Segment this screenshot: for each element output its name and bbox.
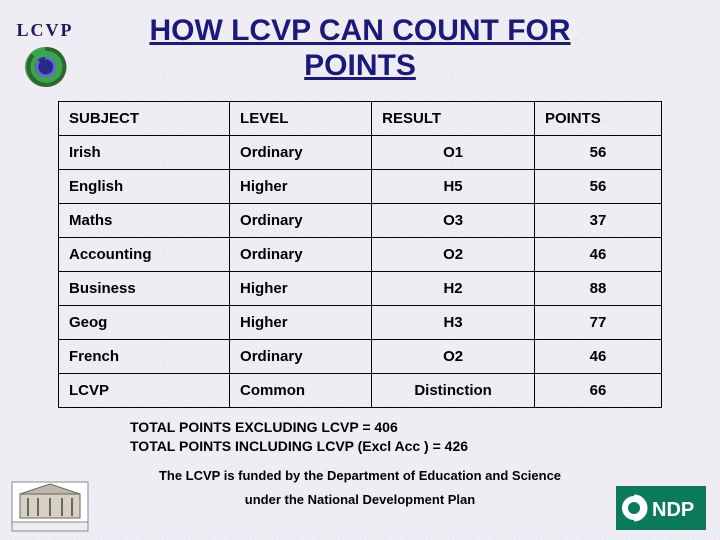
ndp-logo-text: NDP <box>652 499 694 521</box>
points-table-wrap: SUBJECT LEVEL RESULT POINTS IrishOrdinar… <box>58 101 662 408</box>
table-row: FrenchOrdinaryO246 <box>59 340 662 374</box>
table-cell: 37 <box>534 204 661 238</box>
ndp-logo: NDP <box>616 486 706 530</box>
table-cell: O3 <box>372 204 535 238</box>
dept-education-logo <box>10 480 90 532</box>
table-cell: Accounting <box>59 238 230 272</box>
table-cell: 66 <box>534 374 661 408</box>
table-cell: Ordinary <box>230 340 372 374</box>
table-cell: O1 <box>372 136 535 170</box>
points-table: SUBJECT LEVEL RESULT POINTS IrishOrdinar… <box>58 101 662 408</box>
total-including: TOTAL POINTS INCLUDING LCVP (Excl Acc ) … <box>130 437 720 456</box>
table-cell: Business <box>59 272 230 306</box>
table-cell: French <box>59 340 230 374</box>
table-cell: Higher <box>230 272 372 306</box>
table-row: EnglishHigherH556 <box>59 170 662 204</box>
footer-text: The LCVP is funded by the Department of … <box>0 464 720 513</box>
table-cell: 56 <box>534 136 661 170</box>
table-cell: Irish <box>59 136 230 170</box>
table-cell: O2 <box>372 238 535 272</box>
table-row: IrishOrdinaryO156 <box>59 136 662 170</box>
table-cell: 46 <box>534 238 661 272</box>
table-cell: 56 <box>534 170 661 204</box>
table-cell: H2 <box>372 272 535 306</box>
table-cell: Distinction <box>372 374 535 408</box>
table-cell: O2 <box>372 340 535 374</box>
table-cell: Ordinary <box>230 238 372 272</box>
total-excluding: TOTAL POINTS EXCLUDING LCVP = 406 <box>130 418 720 437</box>
table-cell: 88 <box>534 272 661 306</box>
table-cell: 46 <box>534 340 661 374</box>
table-row: LCVPCommonDistinction66 <box>59 374 662 408</box>
table-row: BusinessHigherH288 <box>59 272 662 306</box>
title-line-2: POINTS <box>304 49 416 82</box>
footer-line-1: The LCVP is funded by the Department of … <box>0 464 720 489</box>
table-cell: Ordinary <box>230 136 372 170</box>
title-line-1: HOW LCVP CAN COUNT FOR <box>149 14 570 47</box>
table-row: AccountingOrdinaryO246 <box>59 238 662 272</box>
col-subject: SUBJECT <box>59 102 230 136</box>
col-points: POINTS <box>534 102 661 136</box>
table-header-row: SUBJECT LEVEL RESULT POINTS <box>59 102 662 136</box>
table-cell: H3 <box>372 306 535 340</box>
table-cell: Geog <box>59 306 230 340</box>
table-cell: Maths <box>59 204 230 238</box>
table-cell: English <box>59 170 230 204</box>
totals-block: TOTAL POINTS EXCLUDING LCVP = 406 TOTAL … <box>130 418 720 456</box>
table-cell: LCVP <box>59 374 230 408</box>
table-cell: H5 <box>372 170 535 204</box>
col-result: RESULT <box>372 102 535 136</box>
lcvp-spiral-icon <box>21 43 69 91</box>
table-cell: Higher <box>230 306 372 340</box>
table-row: MathsOrdinaryO337 <box>59 204 662 238</box>
table-cell: 77 <box>534 306 661 340</box>
lcvp-logo-text: LCVP <box>10 20 80 41</box>
lcvp-logo: LCVP <box>10 20 80 91</box>
slide-title: HOW LCVP CAN COUNT FOR POINTS <box>0 0 720 83</box>
table-cell: Ordinary <box>230 204 372 238</box>
footer-line-2: under the National Development Plan <box>0 488 720 513</box>
col-level: LEVEL <box>230 102 372 136</box>
table-cell: Common <box>230 374 372 408</box>
table-cell: Higher <box>230 170 372 204</box>
table-row: GeogHigherH377 <box>59 306 662 340</box>
